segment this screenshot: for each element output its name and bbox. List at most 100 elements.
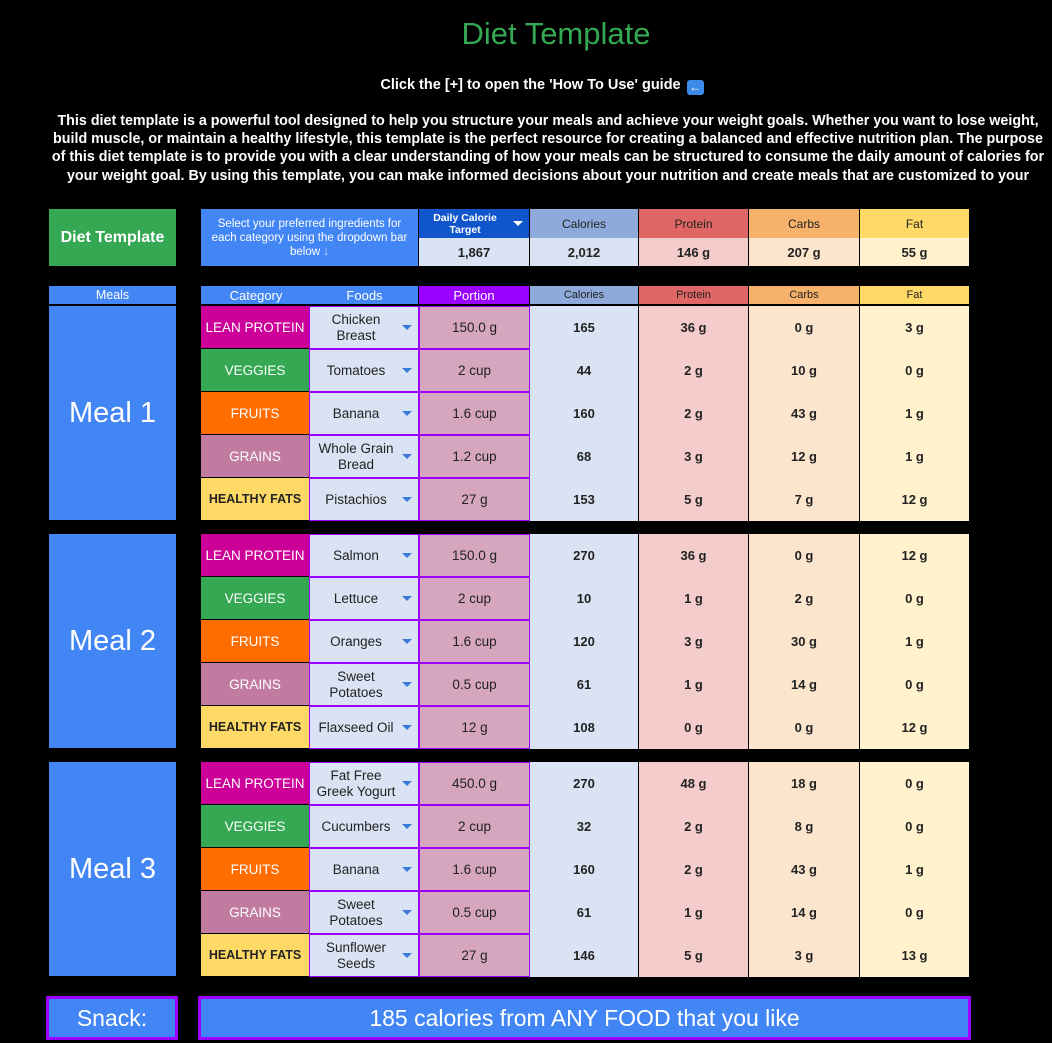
portion-input[interactable]: 12 g — [419, 706, 530, 749]
food-dropdown[interactable]: Pistachios — [309, 478, 419, 521]
fat-column-header: Fat — [860, 286, 969, 304]
carbs-value: 0 g — [794, 720, 814, 735]
portion-input[interactable]: 27 g — [419, 934, 530, 977]
summary-calories-header: Calories — [530, 209, 638, 238]
meal-label: Meal 3 — [49, 762, 176, 976]
carbs-column-header: Carbs — [749, 286, 859, 304]
category-cell: VEGGIES — [201, 805, 309, 848]
food-name: Banana — [332, 861, 380, 877]
food-dropdown[interactable]: Sweet Potatoes — [309, 891, 419, 934]
portion-input[interactable]: 0.5 cup — [419, 891, 530, 934]
food-dropdown[interactable]: Chicken Breast — [309, 306, 419, 349]
portion-input[interactable]: 0.5 cup — [419, 663, 530, 706]
portion-column-header: Portion — [419, 286, 529, 304]
portion-input[interactable]: 450.0 g — [419, 762, 530, 805]
food-name: Salmon — [333, 547, 379, 563]
carbs-value: 14 g — [790, 677, 817, 692]
category-cell: LEAN PROTEIN — [201, 762, 309, 805]
fat-value: 1 g — [905, 862, 924, 877]
meal-label: Meal 2 — [49, 534, 176, 748]
summary-fat-value: 55 g — [860, 238, 969, 266]
category-cell: GRAINS — [201, 663, 309, 706]
chevron-down-icon — [402, 552, 412, 558]
diet-template-badge: Diet Template — [49, 209, 176, 266]
chevron-down-icon — [402, 638, 412, 644]
fat-value: 3 g — [905, 320, 924, 335]
protein-value: 0 g — [684, 720, 703, 735]
food-dropdown[interactable]: Sweet Potatoes — [309, 663, 419, 706]
portion-input[interactable]: 1.6 cup — [419, 620, 530, 663]
food-name: Whole Grain Bread — [318, 440, 394, 472]
description-paragraph: This diet template is a powerful tool de… — [51, 113, 1045, 186]
portion-input[interactable]: 1.6 cup — [419, 848, 530, 891]
portion-input[interactable]: 2 cup — [419, 805, 530, 848]
carbs-value: 7 g — [794, 492, 814, 507]
summary-carbs-value: 207 g — [749, 238, 859, 266]
nutrient-column-background — [749, 306, 859, 521]
protein-value: 2 g — [684, 819, 703, 834]
carbs-value: 2 g — [794, 591, 814, 606]
nutrient-column-background — [530, 306, 638, 521]
food-name: Fat Free Greek Yogurt — [316, 767, 396, 799]
nutrient-column-background — [860, 762, 969, 977]
fat-value: 0 g — [905, 819, 924, 834]
nutrient-column-background — [860, 534, 969, 749]
chevron-down-icon — [402, 823, 412, 829]
portion-input[interactable]: 2 cup — [419, 349, 530, 392]
summary-calories-value: 2,012 — [530, 238, 638, 266]
fat-value: 12 g — [901, 492, 928, 507]
protein-value: 36 g — [680, 320, 707, 335]
calories-value: 44 — [576, 363, 592, 378]
food-dropdown[interactable]: Whole Grain Bread — [309, 435, 419, 478]
food-dropdown[interactable]: Flaxseed Oil — [309, 706, 419, 749]
food-dropdown[interactable]: Tomatoes — [309, 349, 419, 392]
fat-value: 0 g — [905, 677, 924, 692]
portion-input[interactable]: 1.6 cup — [419, 392, 530, 435]
food-dropdown[interactable]: Banana — [309, 848, 419, 891]
carbs-value: 8 g — [794, 819, 814, 834]
protein-value: 3 g — [684, 634, 703, 649]
food-dropdown[interactable]: Banana — [309, 392, 419, 435]
how-to-use-guide-hint[interactable]: Click the [+] to open the 'How To Use' g… — [0, 75, 1052, 95]
food-dropdown[interactable]: Salmon — [309, 534, 419, 577]
category-cell: LEAN PROTEIN — [201, 534, 309, 577]
foods-column-header: Foods — [346, 287, 383, 303]
food-dropdown[interactable]: Fat Free Greek Yogurt — [309, 762, 419, 805]
food-name: Sweet Potatoes — [329, 896, 383, 928]
portion-input[interactable]: 150.0 g — [419, 534, 530, 577]
chevron-down-icon — [402, 909, 412, 915]
carbs-value: 43 g — [790, 406, 817, 421]
carbs-value: 3 g — [794, 948, 814, 963]
category-cell: VEGGIES — [201, 577, 309, 620]
food-dropdown[interactable]: Oranges — [309, 620, 419, 663]
portion-input[interactable]: 27 g — [419, 478, 530, 521]
calories-value: 270 — [573, 776, 595, 791]
fat-value: 1 g — [905, 449, 924, 464]
snack-label: Snack: — [46, 996, 178, 1040]
nutrient-column-background — [749, 762, 859, 977]
category-cell: FRUITS — [201, 620, 309, 663]
calories-value: 270 — [573, 548, 595, 563]
meals-column-header: Meals — [49, 286, 176, 304]
portion-input[interactable]: 150.0 g — [419, 306, 530, 349]
carbs-value: 0 g — [794, 320, 814, 335]
food-dropdown[interactable]: Cucumbers — [309, 805, 419, 848]
protein-value: 36 g — [680, 548, 707, 563]
nutrient-column-background — [639, 306, 748, 521]
portion-input[interactable]: 2 cup — [419, 577, 530, 620]
fat-value: 1 g — [905, 406, 924, 421]
left-arrow-icon: ← — [686, 80, 704, 95]
nutrient-column-background — [860, 306, 969, 521]
summary-protein-value: 146 g — [639, 238, 748, 266]
food-dropdown[interactable]: Sunflower Seeds — [309, 934, 419, 977]
down-arrow-icon: ↓ — [323, 245, 329, 258]
fat-value: 0 g — [905, 776, 924, 791]
category-cell: HEALTHY FATS — [201, 934, 309, 977]
daily-calorie-target-selector[interactable]: Daily Calorie Target — [419, 209, 529, 238]
chevron-down-icon — [402, 324, 412, 330]
food-dropdown[interactable]: Lettuce — [309, 577, 419, 620]
food-name: Flaxseed Oil — [318, 719, 394, 735]
calories-value: 61 — [576, 905, 592, 920]
portion-input[interactable]: 1.2 cup — [419, 435, 530, 478]
food-name: Chicken Breast — [331, 311, 381, 343]
